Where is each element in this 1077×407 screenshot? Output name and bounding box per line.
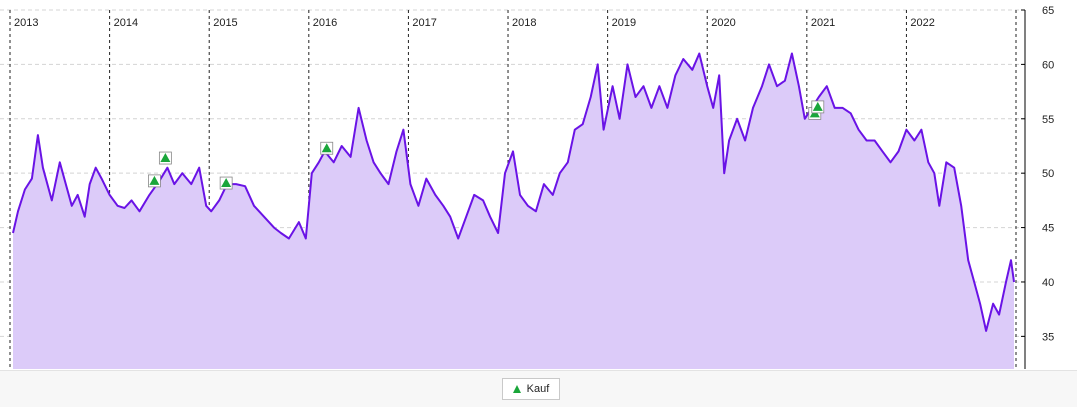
x-tick-label: 2021 (811, 17, 835, 29)
legend-label: Kauf (526, 383, 550, 395)
buy-marker[interactable] (321, 143, 332, 153)
x-tick-label: 2014 (114, 17, 138, 29)
y-tick-label: 55 (1042, 114, 1054, 126)
buy-marker[interactable] (149, 175, 160, 185)
x-tick-label: 2018 (512, 17, 536, 29)
y-tick-label: 50 (1042, 168, 1054, 180)
x-tick-label: 2013 (14, 17, 38, 29)
x-tick-label: 2016 (313, 17, 337, 29)
x-tick-label: 2017 (412, 17, 436, 29)
price-area-fill (13, 53, 1014, 369)
x-tick-label: 2020 (711, 17, 735, 29)
buy-marker[interactable] (812, 101, 823, 111)
legend-bar: Kauf (0, 370, 1077, 407)
area-chart: 2013 2014 2015 2016 2017 2018 2019 2020 2021 2022… (0, 5, 1054, 369)
legend-item-kauf[interactable]: Kauf (502, 378, 560, 400)
y-tick-label: 40 (1042, 277, 1054, 289)
x-axis-labels: 2013 2014 2015 2016 2017 2018 2019 2020 2021 2022 (14, 17, 935, 29)
buy-marker[interactable] (160, 153, 171, 163)
buy-markers (148, 100, 825, 190)
x-tick-label: 2019 (612, 17, 636, 29)
y-tick-label: 65 (1042, 5, 1054, 17)
buy-marker[interactable] (221, 178, 232, 188)
y-tick-label: 45 (1042, 223, 1054, 235)
y-axis: 35 40 45 50 55 60 65 (1021, 5, 1054, 369)
price-line (12, 52, 1015, 332)
y-tick-label: 35 (1042, 331, 1054, 343)
x-tick-label: 2022 (910, 17, 934, 29)
x-tick-label: 2015 (213, 17, 237, 29)
y-tick-label: 60 (1042, 59, 1054, 71)
triangle-up-icon (512, 385, 521, 393)
